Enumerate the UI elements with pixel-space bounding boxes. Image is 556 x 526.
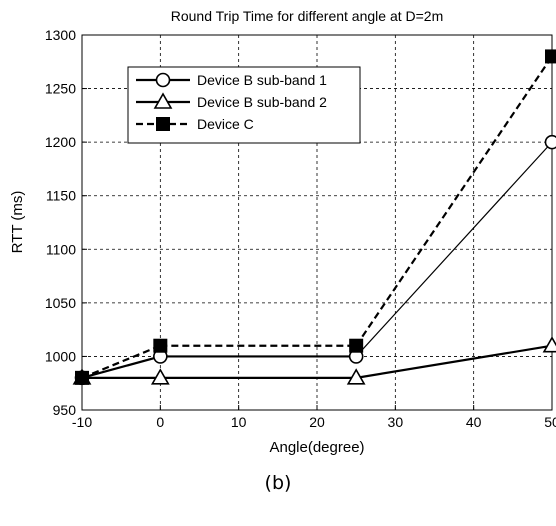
- x-tick-label: 10: [231, 414, 247, 430]
- y-tick-label: 1250: [45, 81, 76, 97]
- series-line-segment: [356, 56, 552, 345]
- data-point: [76, 371, 89, 384]
- legend: Device B sub-band 1 Device B sub-band 2 De…: [128, 67, 360, 143]
- legend-marker: [157, 118, 170, 131]
- x-axis-label: Angle(degree): [269, 439, 364, 456]
- x-tick-label: 40: [466, 414, 482, 430]
- legend-label: Device C: [197, 116, 254, 132]
- data-point: [546, 50, 556, 63]
- data-point: [546, 136, 556, 149]
- y-tick-label: 1100: [46, 241, 76, 257]
- legend-label: Device B sub-band 1: [197, 72, 327, 88]
- data-point: [544, 338, 556, 352]
- legend-label: Device B sub-band 2: [197, 94, 327, 110]
- y-tick-label: 950: [53, 402, 77, 418]
- legend-marker: [157, 74, 170, 87]
- x-tick-label: 30: [388, 414, 404, 430]
- x-tick-label: 20: [309, 414, 325, 430]
- data-point: [154, 339, 167, 352]
- y-tick-label: 1000: [45, 348, 76, 364]
- series-line-segment: [356, 346, 552, 378]
- x-tick-label: 50: [544, 414, 556, 430]
- y-tick-label: 1300: [45, 27, 76, 43]
- y-tick-label: 1050: [45, 295, 76, 311]
- series-1: [76, 136, 556, 385]
- series-line-segment: [82, 346, 160, 378]
- chart-title: Round Trip Time for different angle at D…: [171, 8, 444, 24]
- figure-caption: (b): [0, 472, 556, 494]
- data-point: [350, 339, 363, 352]
- series-line-segment: [82, 356, 160, 377]
- y-tick-label: 1150: [46, 188, 76, 204]
- y-axis-label: RTT (ms): [9, 191, 26, 254]
- y-tick-label: 1200: [45, 134, 76, 150]
- x-tick-label: 0: [156, 414, 164, 430]
